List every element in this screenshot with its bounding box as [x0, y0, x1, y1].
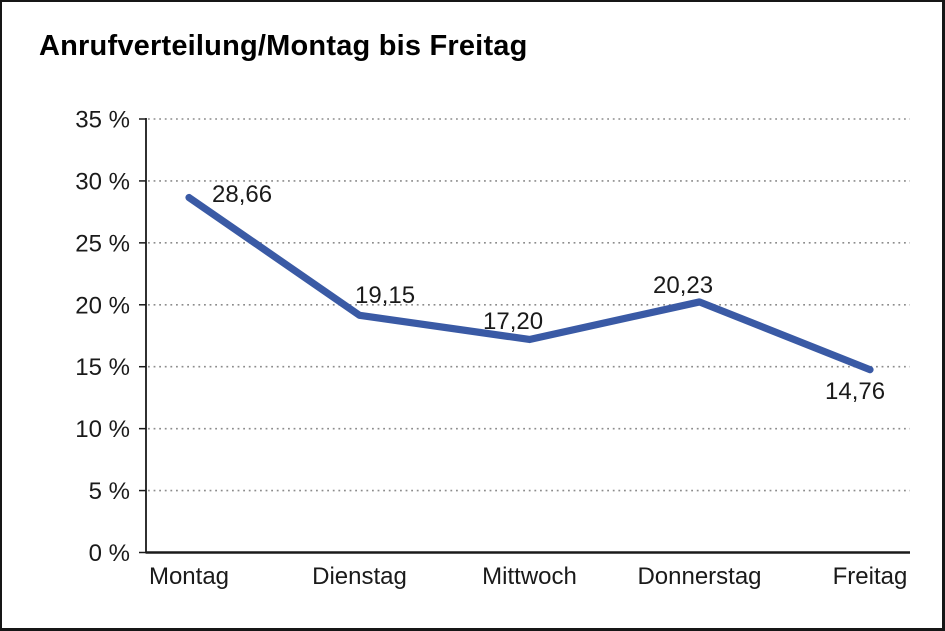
y-tick-label: 0 % [89, 540, 130, 567]
x-tick-label: Freitag [833, 563, 908, 590]
y-tick-label: 5 % [89, 478, 130, 505]
y-tick-label: 20 % [75, 292, 130, 319]
x-tick-label: Donnerstag [637, 563, 761, 590]
data-label: 17,20 [483, 308, 543, 335]
y-tick-label: 30 % [75, 168, 130, 195]
y-tick-label: 25 % [75, 230, 130, 257]
data-label: 19,15 [355, 282, 415, 309]
y-tick-label: 10 % [75, 416, 130, 443]
y-tick-label: 35 % [75, 107, 130, 134]
data-label: 28,66 [212, 181, 272, 208]
x-tick-label: Dienstag [312, 563, 407, 590]
x-tick-label: Montag [149, 563, 229, 590]
x-tick-label: Mittwoch [482, 563, 577, 590]
y-tick-label: 15 % [75, 354, 130, 381]
data-line [185, 193, 874, 374]
data-label: 20,23 [653, 272, 713, 299]
data-label: 14,76 [825, 378, 885, 405]
chart-title: Anrufverteilung/Montag bis Freitag [39, 30, 528, 62]
